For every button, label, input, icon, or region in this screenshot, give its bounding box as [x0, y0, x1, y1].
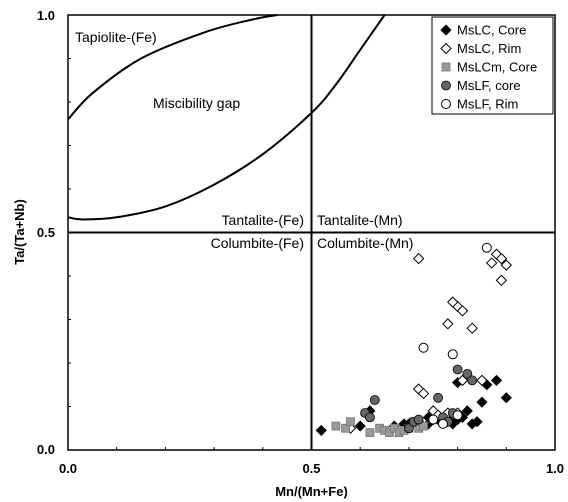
legend-box [431, 16, 554, 115]
legend-label-2: MsLCm, Core [457, 60, 537, 75]
label-columbite-fe: Columbite-(Fe) [211, 235, 304, 251]
data-point [447, 349, 458, 360]
data-point [369, 395, 380, 405]
y-tick-label-0: 0.0 [37, 442, 55, 457]
miscibility-gap-upper-curve [67, 14, 278, 121]
legend-marker-3 [441, 80, 451, 91]
data-point [433, 392, 444, 403]
data-point [485, 257, 498, 269]
x-tick-label-1: 0.5 [302, 461, 320, 476]
data-point [461, 405, 473, 417]
data-point [481, 242, 492, 253]
data-point [467, 375, 478, 386]
legend: MsLC, Core MsLC, Rim MsLCm, Core MsLF, core… [431, 16, 554, 115]
data-point [419, 421, 428, 431]
tick-marks [67, 14, 556, 451]
data-point [476, 396, 488, 408]
field-boundaries [67, 14, 555, 450]
legend-marker-0 [440, 24, 452, 36]
x-tick-label-2: 1.0 [546, 461, 564, 476]
data-point [476, 374, 488, 387]
miscibility-gap-lower-curve [67, 14, 386, 221]
data-point [315, 424, 327, 436]
label-columbite-mn: Columbite-(Mn) [317, 235, 413, 251]
data-point [354, 420, 366, 432]
x-axis-title: Mn/(Mn+Fe) [275, 484, 348, 499]
data-point [413, 414, 424, 425]
data-point [500, 392, 512, 404]
legend-marker-1 [440, 42, 452, 55]
legend-label-0: MsLC, Core [457, 23, 526, 38]
data-point [331, 421, 341, 431]
data-point [452, 410, 463, 421]
data-point [447, 296, 459, 308]
y-tick-label-1: 0.5 [37, 225, 55, 240]
data-point [403, 423, 414, 434]
data-point [341, 423, 350, 433]
legend-marker-4 [441, 99, 451, 109]
legend-label-4: MsLF, Rim [457, 97, 518, 112]
label-tapiolite-fe: Tapiolite-(Fe) [75, 29, 157, 45]
data-point [417, 387, 430, 400]
data-point [452, 364, 463, 375]
series-4 [418, 242, 492, 429]
data-point [428, 414, 439, 425]
data-point [365, 412, 375, 423]
data-point [495, 274, 508, 287]
data-point [500, 259, 513, 271]
label-miscibility-gap: Miscibility gap [153, 95, 240, 111]
data-points [315, 242, 513, 438]
data-point [346, 417, 355, 427]
y-axis-title: Ta/(Ta+Nb) [12, 199, 27, 265]
data-point [442, 318, 454, 330]
data-point [462, 368, 473, 379]
legend-label-3: MsLF, core [457, 78, 521, 93]
data-point [412, 252, 425, 265]
data-point [490, 374, 503, 386]
label-tantalite-mn: Tantalite-(Mn) [317, 212, 403, 228]
legend-marker-2 [441, 62, 451, 72]
legend-label-1: MsLC, Rim [457, 41, 521, 56]
data-point [456, 305, 469, 317]
data-point [466, 322, 478, 334]
data-point [437, 418, 448, 429]
data-point [365, 428, 375, 438]
data-point [495, 252, 508, 265]
x-tick-label-0: 0.0 [59, 461, 77, 476]
data-point [471, 416, 483, 428]
label-tantalite-fe: Tantalite-(Fe) [222, 212, 304, 228]
data-point [418, 342, 429, 353]
series-3 [360, 364, 478, 434]
y-tick-label-2: 1.0 [37, 8, 55, 23]
